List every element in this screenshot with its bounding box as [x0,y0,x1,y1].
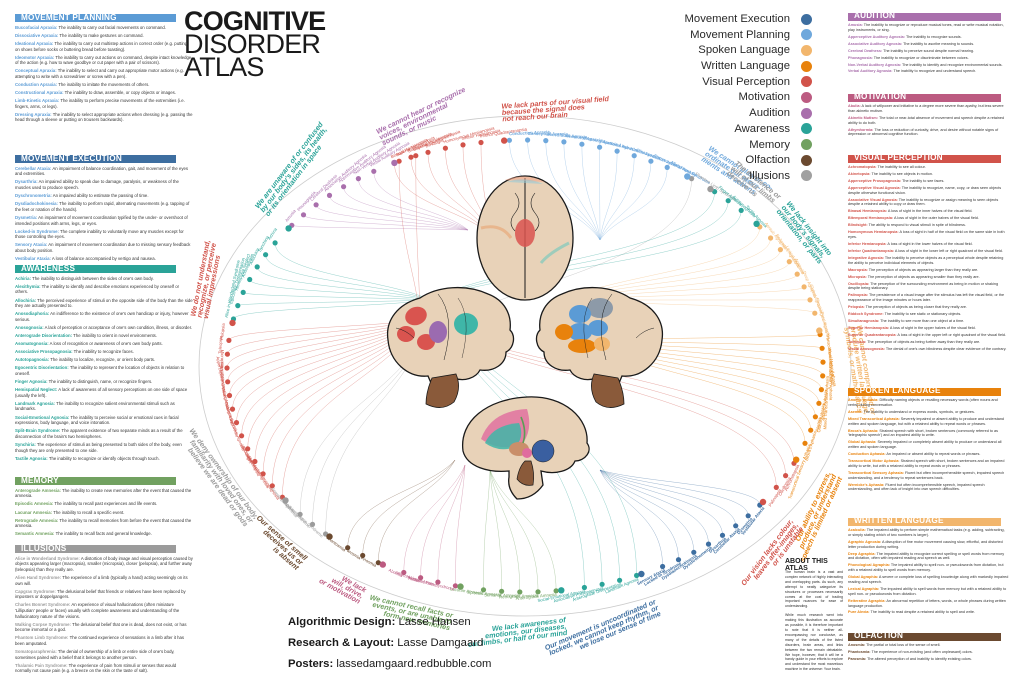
svg-text:We lack insight intoour body's: We lack insight intoour body's signals,o… [775,199,835,266]
svg-text:Our sense of smelldeceives us: Our sense of smelldeceives us oris absen… [246,513,310,572]
svg-text:Dyschronometria: Dyschronometria [682,544,713,570]
svg-text:Cerebellar Ataxia: Cerebellar Ataxia [712,526,741,555]
svg-text:Aboulia: Aboulia [388,568,404,579]
svg-text:Palinopsia: Palinopsia [767,487,782,507]
svg-text:We lackwill, drive,or motivati: We lackwill, drive,or motivation [318,565,369,606]
svg-text:We are unaware of or confusedb: We are unaware of or confusedby our body… [253,120,336,218]
svg-text:Transcortical Sensory Aphasia: Transcortical Sensory Aphasia [787,443,812,500]
svg-text:Anosmia: Anosmia [360,555,378,568]
svg-text:Dysdiadochokinesia: Dysdiadochokinesia [661,553,699,581]
svg-text:Vestibular Ataxia: Vestibular Ataxia [740,505,766,536]
svg-text:Pelopsia: Pelopsia [219,322,226,340]
svg-text:Achiria: Achiria [267,226,279,240]
svg-text:Amusia: Amusia [284,208,297,223]
